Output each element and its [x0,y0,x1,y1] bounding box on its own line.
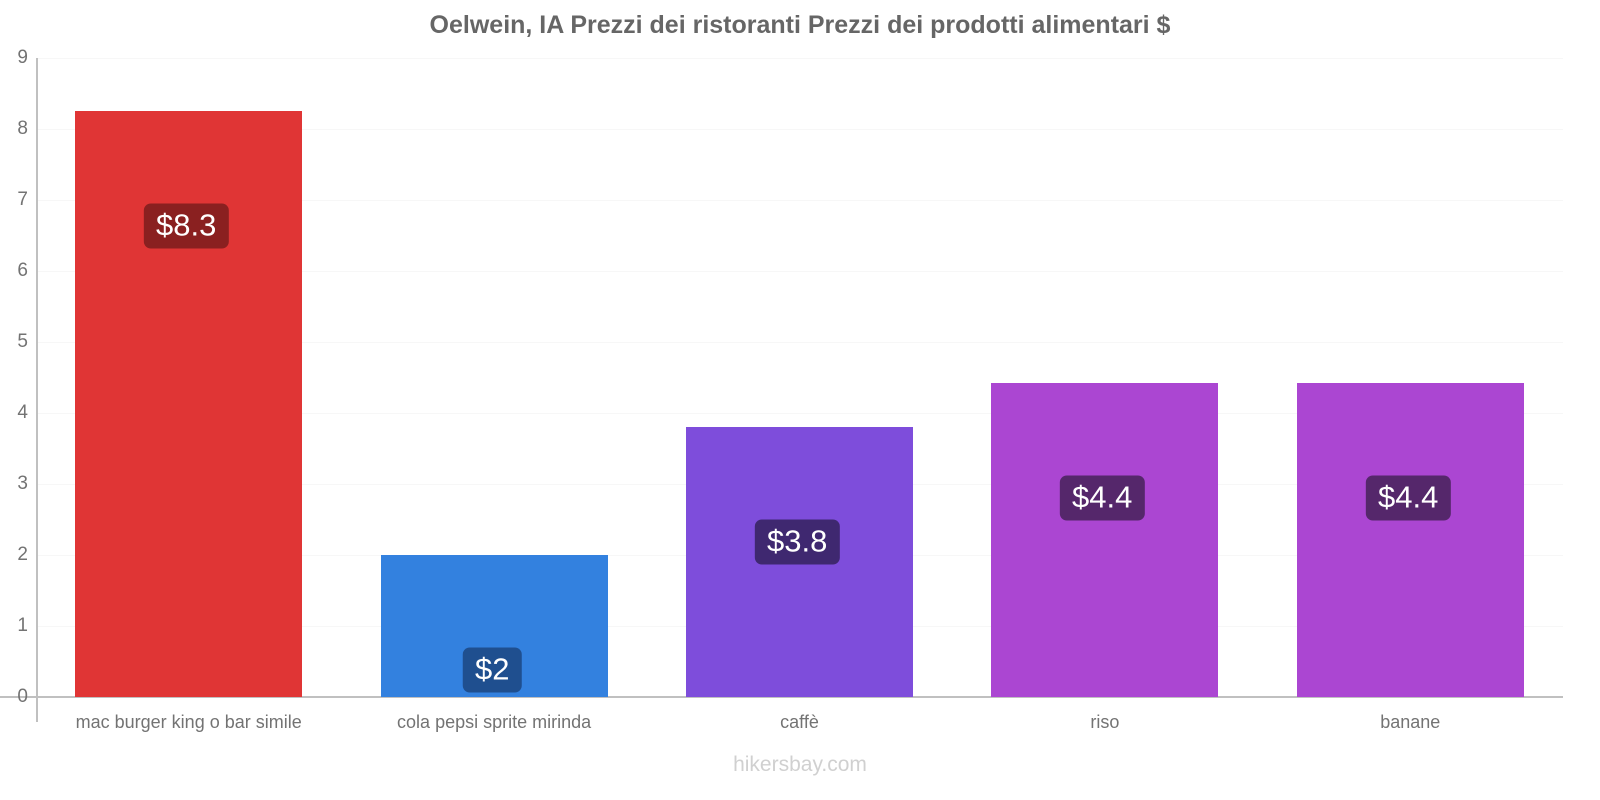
bar[interactable] [75,111,302,697]
bar-value-label: $3.8 [755,519,840,565]
gridline [36,129,1563,130]
y-tick-label: 9 [17,47,28,68]
y-tick-label: 5 [17,331,28,352]
bar[interactable] [991,383,1218,697]
gridline [36,342,1563,343]
bar-value-label: $2 [462,647,522,693]
y-tick-label: 7 [17,189,28,210]
bar[interactable] [1297,383,1524,697]
y-tick-label: 4 [17,402,28,423]
y-tick-label: 6 [17,260,28,281]
x-axis-line [0,696,1563,698]
gridline [36,58,1563,59]
gridline [36,271,1563,272]
bar-value-label: $4.4 [1060,475,1145,521]
x-tick-label: banane [1380,712,1441,732]
footer-credit: hikersbay.com [733,753,867,776]
bar-value-label: $8.3 [144,203,229,249]
y-tick-label: 8 [17,118,28,139]
y-tick-label: 3 [17,473,28,494]
x-tick-label: riso [1090,712,1120,732]
y-tick-label: 1 [17,615,28,636]
y-tick-label: 2 [17,544,28,565]
x-tick-label: mac burger king o bar simile [75,712,302,732]
x-tick-label: cola pepsi sprite mirinda [397,712,592,732]
x-tick-label: caffè [780,712,819,732]
y-tick-label: 0 [17,686,28,707]
chart-title: Oelwein, IA Prezzi dei ristoranti Prezzi… [429,11,1171,39]
gridline [36,200,1563,201]
bar-value-label: $4.4 [1366,475,1451,521]
gridline [36,413,1563,414]
y-axis-line [36,58,38,722]
